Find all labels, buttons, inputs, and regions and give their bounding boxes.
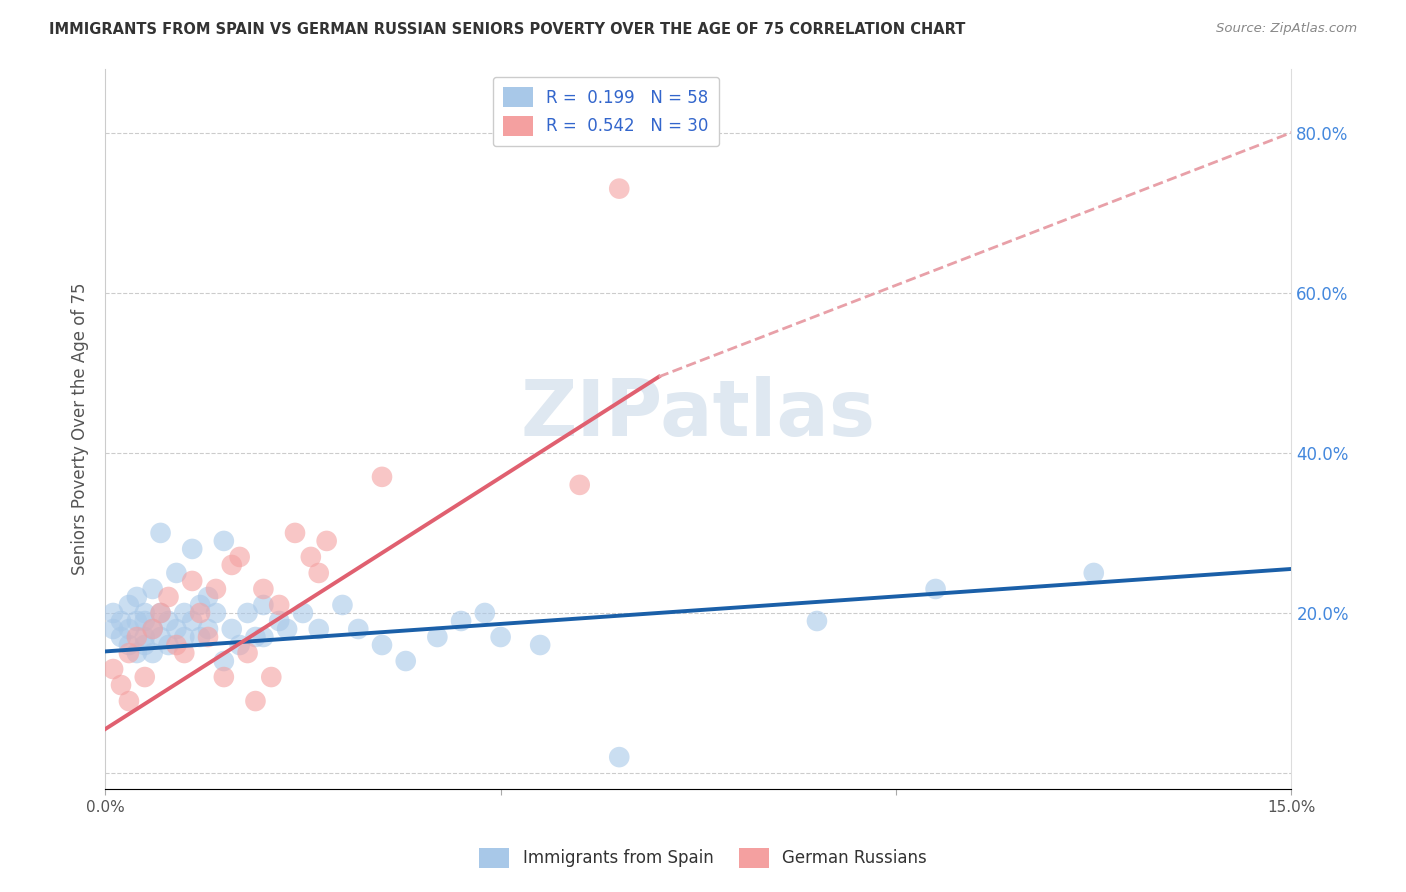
Legend: Immigrants from Spain, German Russians: Immigrants from Spain, German Russians: [472, 841, 934, 875]
Point: [315, 533, 337, 548]
Point: [165, 638, 187, 652]
Point: [291, 606, 314, 620]
Point: [157, 614, 180, 628]
Point: [149, 630, 172, 644]
Point: [212, 533, 235, 548]
Point: [110, 630, 132, 644]
Point: [101, 662, 124, 676]
Text: IMMIGRANTS FROM SPAIN VS GERMAN RUSSIAN SENIORS POVERTY OVER THE AGE OF 75 CORRE: IMMIGRANTS FROM SPAIN VS GERMAN RUSSIAN …: [49, 22, 966, 37]
Point: [221, 622, 243, 636]
Point: [395, 654, 418, 668]
Point: [245, 630, 267, 644]
Point: [118, 694, 141, 708]
Point: [607, 750, 630, 764]
Point: [924, 582, 946, 596]
Point: [212, 670, 235, 684]
Point: [252, 582, 274, 596]
Point: [252, 630, 274, 644]
Legend: R =  0.199   N = 58, R =  0.542   N = 30: R = 0.199 N = 58, R = 0.542 N = 30: [494, 77, 718, 146]
Point: [173, 606, 195, 620]
Point: [426, 630, 449, 644]
Point: [110, 614, 132, 628]
Point: [474, 606, 496, 620]
Point: [489, 630, 512, 644]
Point: [236, 646, 259, 660]
Point: [149, 606, 172, 620]
Point: [125, 646, 148, 660]
Point: [118, 638, 141, 652]
Point: [110, 678, 132, 692]
Point: [181, 541, 204, 556]
Point: [173, 646, 195, 660]
Point: [568, 478, 591, 492]
Point: [157, 638, 180, 652]
Point: [188, 598, 211, 612]
Point: [450, 614, 472, 628]
Point: [245, 694, 267, 708]
Point: [252, 598, 274, 612]
Point: [236, 606, 259, 620]
Point: [188, 630, 211, 644]
Point: [529, 638, 551, 652]
Point: [181, 574, 204, 588]
Point: [299, 549, 322, 564]
Point: [371, 638, 394, 652]
Point: [212, 654, 235, 668]
Point: [125, 630, 148, 644]
Point: [142, 622, 165, 636]
Point: [142, 646, 165, 660]
Point: [134, 670, 156, 684]
Point: [607, 181, 630, 195]
Point: [308, 566, 330, 580]
Point: [347, 622, 370, 636]
Point: [205, 606, 228, 620]
Point: [118, 598, 141, 612]
Text: Source: ZipAtlas.com: Source: ZipAtlas.com: [1216, 22, 1357, 36]
Y-axis label: Seniors Poverty Over the Age of 75: Seniors Poverty Over the Age of 75: [72, 283, 89, 575]
Point: [308, 622, 330, 636]
Point: [197, 590, 219, 604]
Point: [371, 470, 394, 484]
Point: [157, 590, 180, 604]
Point: [205, 582, 228, 596]
Point: [134, 614, 156, 628]
Point: [188, 606, 211, 620]
Point: [118, 622, 141, 636]
Point: [165, 622, 187, 636]
Point: [197, 622, 219, 636]
Point: [332, 598, 354, 612]
Point: [228, 549, 250, 564]
Point: [142, 582, 165, 596]
Point: [181, 614, 204, 628]
Point: [125, 614, 148, 628]
Point: [173, 630, 195, 644]
Point: [276, 622, 298, 636]
Point: [149, 606, 172, 620]
Point: [806, 614, 828, 628]
Point: [118, 646, 141, 660]
Point: [284, 525, 307, 540]
Point: [269, 598, 291, 612]
Point: [125, 590, 148, 604]
Point: [134, 630, 156, 644]
Text: ZIPatlas: ZIPatlas: [520, 376, 876, 452]
Point: [221, 558, 243, 572]
Point: [1083, 566, 1105, 580]
Point: [134, 638, 156, 652]
Point: [149, 525, 172, 540]
Point: [165, 566, 187, 580]
Point: [134, 606, 156, 620]
Point: [197, 630, 219, 644]
Point: [101, 606, 124, 620]
Point: [260, 670, 283, 684]
Point: [228, 638, 250, 652]
Point: [101, 622, 124, 636]
Point: [269, 614, 291, 628]
Point: [142, 622, 165, 636]
